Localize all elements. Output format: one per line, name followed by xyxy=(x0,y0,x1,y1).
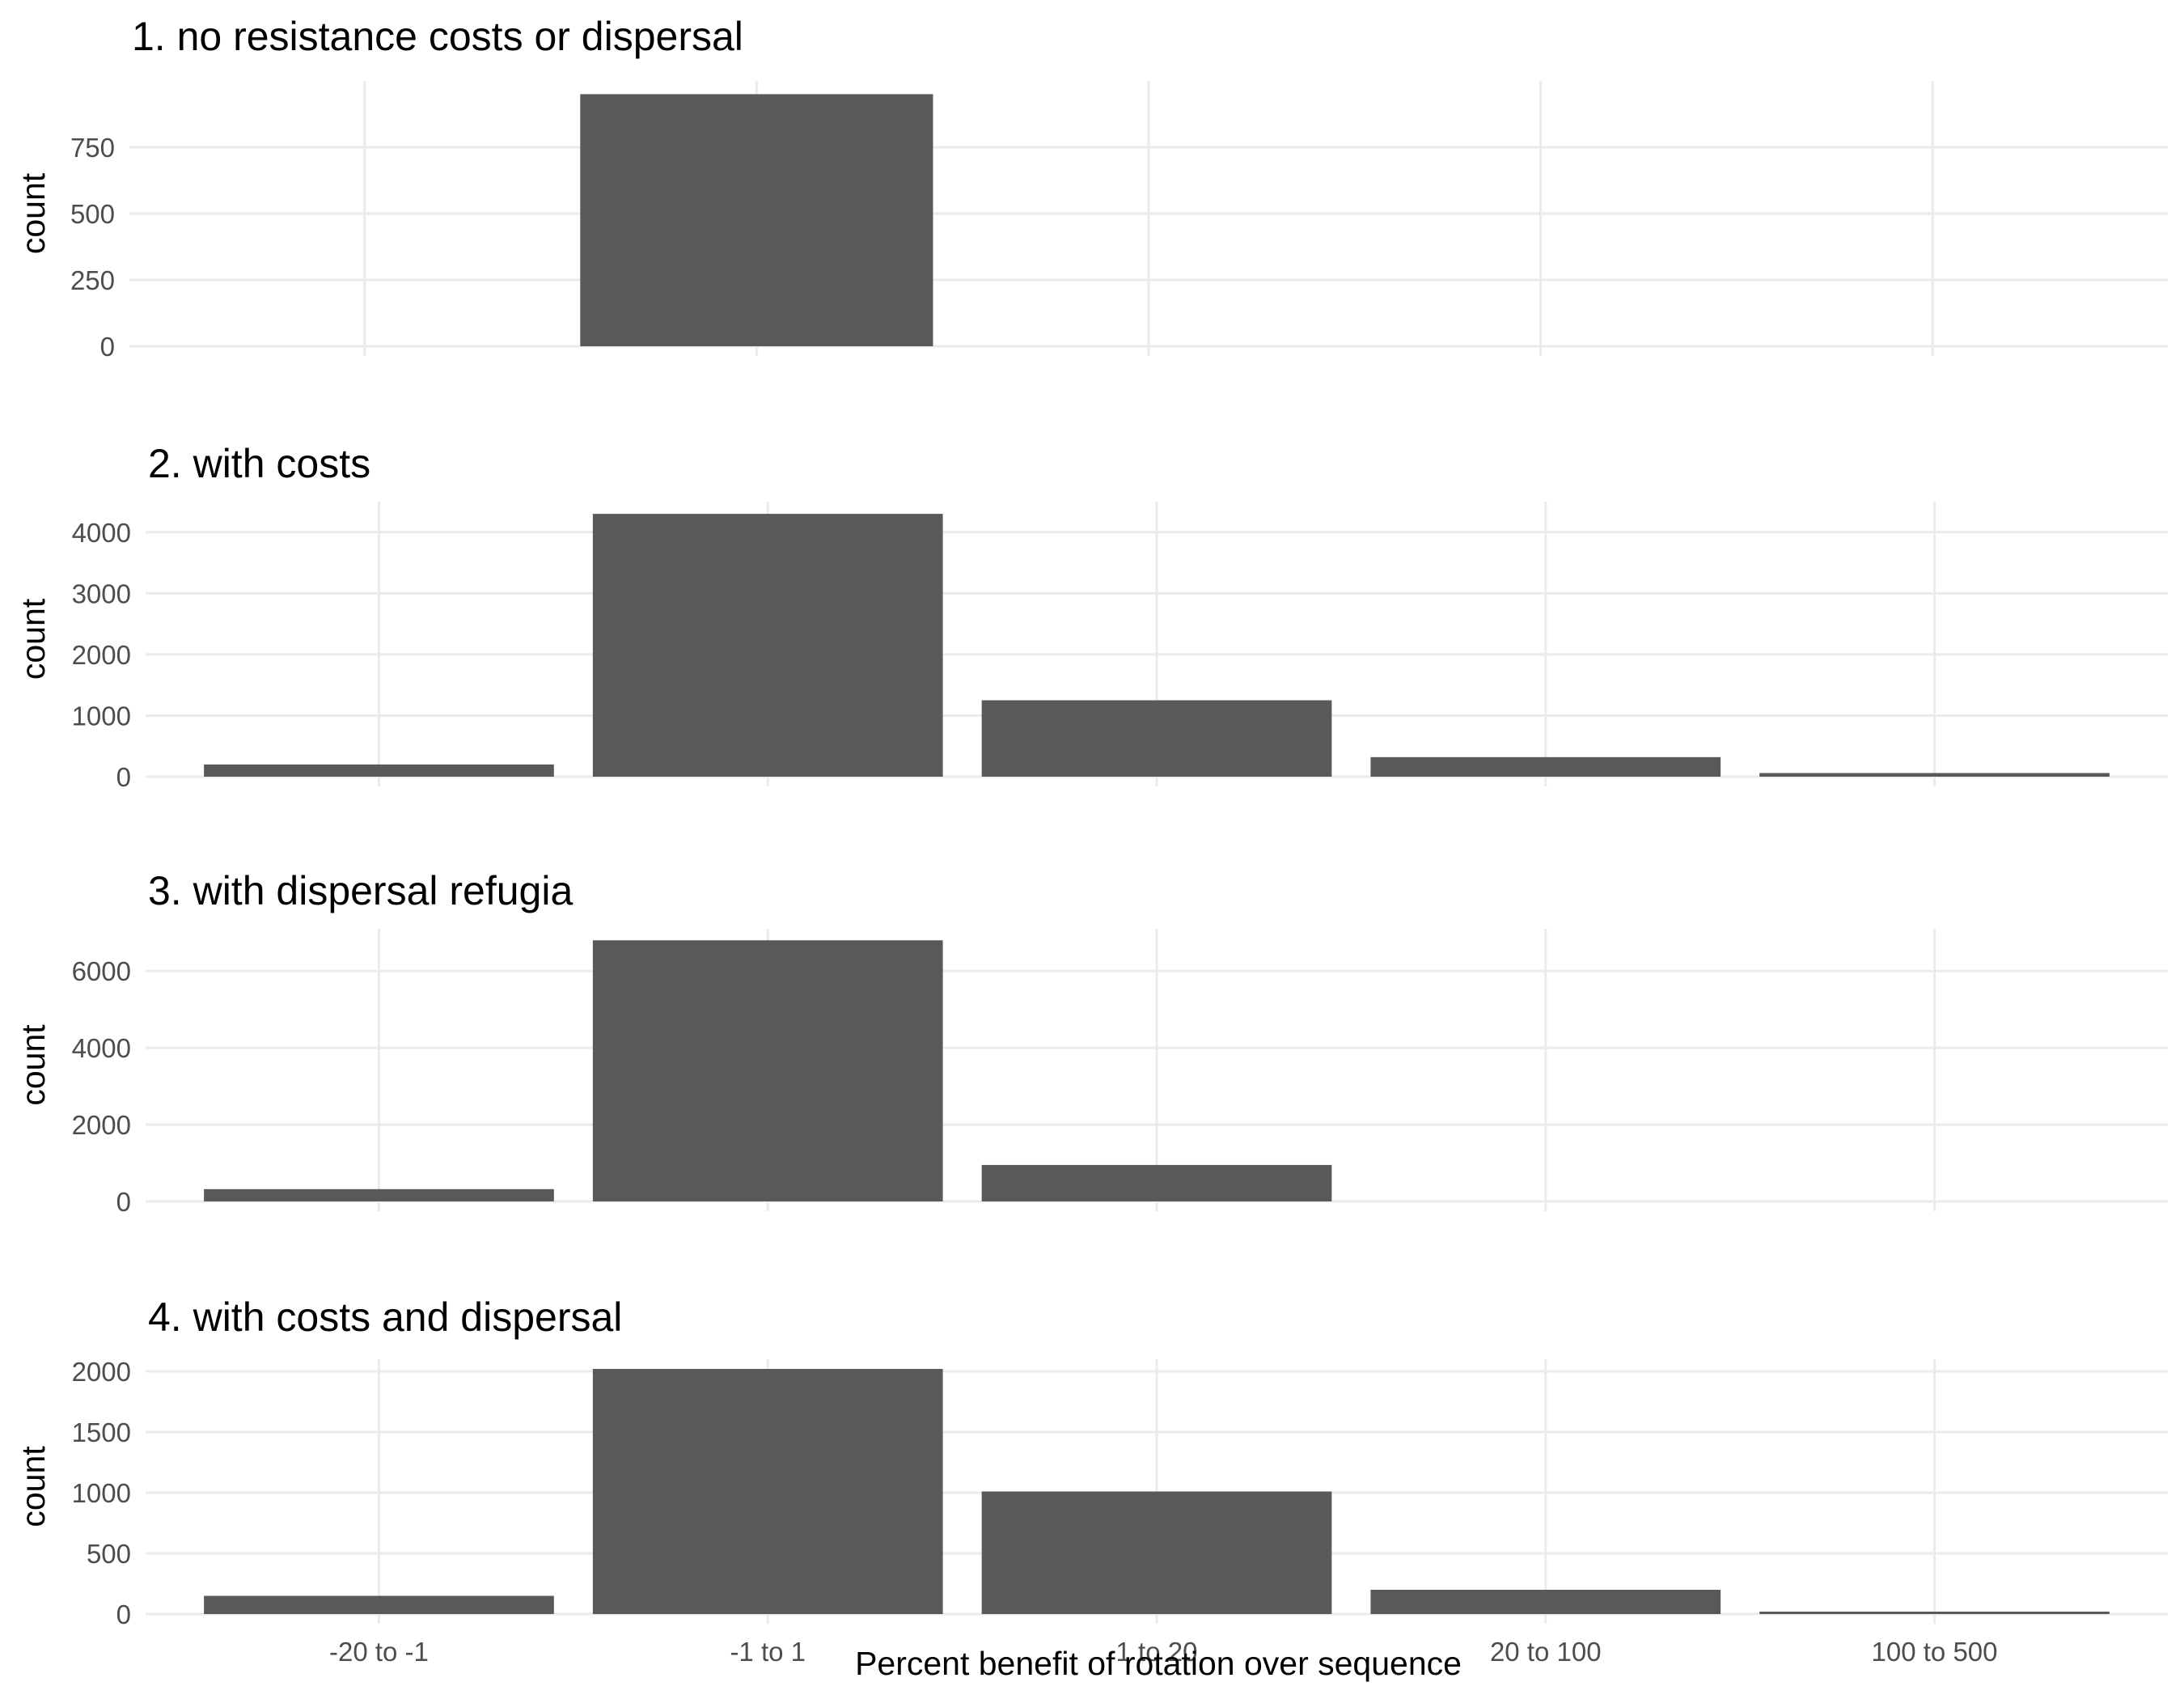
panel-4: 0 500 1000 1500 2000 4. with costs and disper… xyxy=(15,1294,2168,1667)
panel-title: 2. with costs xyxy=(148,441,370,486)
y-tick-label: 2000 xyxy=(72,640,131,670)
x-axis-title: Percent benefit of rotation over sequenc… xyxy=(855,1645,1462,1682)
x-tick-label: -20 to -1 xyxy=(329,1637,429,1667)
panels: 0 250 500 750 1. no resistance costs or disp… xyxy=(15,14,2168,1667)
bar-1 xyxy=(204,1188,554,1201)
panel-2: 0 1000 2000 3000 4000 2. with costs count xyxy=(15,441,2168,792)
panel-title: 4. with costs and dispersal xyxy=(148,1294,622,1340)
bar-1 xyxy=(204,764,554,777)
x-tick-label: 20 to 100 xyxy=(1490,1637,1602,1667)
y-tick-label: 4000 xyxy=(72,1033,131,1063)
y-tick-label: 750 xyxy=(70,133,115,163)
y-tick-label: 1000 xyxy=(72,701,131,731)
panel-3: 0 2000 4000 6000 3. with dispersal refugia co… xyxy=(15,868,2168,1217)
bar-4 xyxy=(1370,756,1721,777)
x-tick-label: 1 to 20 xyxy=(1116,1637,1198,1667)
y-tick-label: 2000 xyxy=(72,1357,131,1387)
y-tick-label: 500 xyxy=(87,1539,131,1569)
y-tick-label: 1500 xyxy=(72,1417,131,1447)
y-tick-label: 1000 xyxy=(72,1478,131,1508)
bar-3 xyxy=(981,1491,1332,1614)
bar-2 xyxy=(580,94,933,347)
bar-2 xyxy=(592,514,943,777)
bar-3 xyxy=(981,1164,1332,1201)
y-tick-label: 0 xyxy=(116,762,131,792)
bar-2 xyxy=(592,940,943,1201)
y-tick-label: 0 xyxy=(116,1599,131,1629)
panel-1: 0 250 500 750 1. no resistance costs or disp… xyxy=(15,14,2168,362)
bar-1 xyxy=(204,1595,554,1614)
x-tick-label: -1 to 1 xyxy=(730,1637,806,1667)
y-axis-title: count xyxy=(15,1446,52,1527)
bar-5 xyxy=(1759,773,2110,777)
y-axis-title: count xyxy=(15,172,52,254)
y-tick-label: 0 xyxy=(116,1187,131,1217)
y-axis-title: count xyxy=(15,598,52,680)
y-tick-label: 0 xyxy=(100,332,115,362)
y-tick-label: 250 xyxy=(70,265,115,295)
x-tick-label: 100 to 500 xyxy=(1872,1637,1998,1667)
y-tick-label: 4000 xyxy=(72,518,131,548)
bar-3 xyxy=(981,700,1332,777)
y-tick-label: 500 xyxy=(70,199,115,229)
panel-title: 1. no resistance costs or dispersal xyxy=(132,14,743,59)
panel-title: 3. with dispersal refugia xyxy=(148,868,573,913)
y-tick-label: 6000 xyxy=(72,956,131,986)
bar-2 xyxy=(592,1369,943,1614)
y-tick-label: 2000 xyxy=(72,1110,131,1140)
bar-4 xyxy=(1370,1590,1721,1614)
bar-5 xyxy=(1759,1612,2110,1614)
y-axis-title: count xyxy=(15,1024,52,1106)
y-tick-label: 3000 xyxy=(72,578,131,608)
